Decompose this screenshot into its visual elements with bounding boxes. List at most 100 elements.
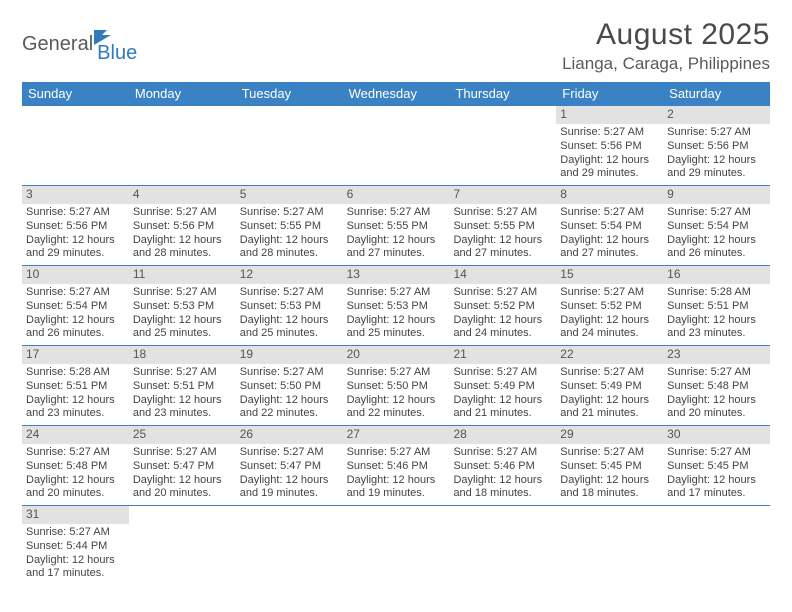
- sunrise-text: Sunrise: 5:27 AM: [667, 446, 766, 460]
- day-cell: 4Sunrise: 5:27 AMSunset: 5:56 PMDaylight…: [129, 186, 236, 265]
- daylight1-text: Daylight: 12 hours: [667, 314, 766, 328]
- day-number: 3: [22, 186, 129, 204]
- sunset-text: Sunset: 5:51 PM: [133, 380, 232, 394]
- sunrise-text: Sunrise: 5:27 AM: [453, 206, 552, 220]
- sunset-text: Sunset: 5:55 PM: [240, 220, 339, 234]
- sunrise-text: Sunrise: 5:27 AM: [347, 206, 446, 220]
- sunset-text: Sunset: 5:52 PM: [453, 300, 552, 314]
- day-cell-empty: [22, 106, 129, 185]
- logo: General Blue: [22, 18, 137, 65]
- sunset-text: Sunset: 5:56 PM: [133, 220, 232, 234]
- day-cell: 11Sunrise: 5:27 AMSunset: 5:53 PMDayligh…: [129, 266, 236, 345]
- week-row: 31Sunrise: 5:27 AMSunset: 5:44 PMDayligh…: [22, 506, 770, 585]
- day-number: 6: [343, 186, 450, 204]
- day-number: 5: [236, 186, 343, 204]
- day-content: Sunrise: 5:27 AMSunset: 5:53 PMDaylight:…: [343, 284, 450, 345]
- header: General Blue August 2025 Lianga, Caraga,…: [22, 18, 770, 74]
- day-content: Sunrise: 5:27 AMSunset: 5:50 PMDaylight:…: [343, 364, 450, 425]
- sunrise-text: Sunrise: 5:27 AM: [560, 286, 659, 300]
- daylight1-text: Daylight: 12 hours: [667, 234, 766, 248]
- sunset-text: Sunset: 5:55 PM: [453, 220, 552, 234]
- day-cell: 15 Sunrise: 5:27 AMSunset: 5:52 PMDayligh…: [556, 266, 663, 345]
- weekday-wednesday: Wednesday: [343, 82, 450, 106]
- daylight2-text: and 17 minutes.: [26, 567, 125, 581]
- day-number: 10: [22, 266, 129, 284]
- daylight1-text: Daylight: 12 hours: [560, 234, 659, 248]
- daylight2-text: and 26 minutes.: [667, 247, 766, 261]
- day-content: Sunrise: 5:27 AMSunset: 5:48 PMDaylight:…: [663, 364, 770, 425]
- sunrise-text: Sunrise: 5:27 AM: [347, 366, 446, 380]
- daylight2-text: and 20 minutes.: [667, 407, 766, 421]
- daylight1-text: Daylight: 12 hours: [347, 474, 446, 488]
- day-cell: 30Sunrise: 5:27 AMSunset: 5:45 PMDayligh…: [663, 426, 770, 505]
- daylight2-text: and 29 minutes.: [560, 167, 659, 181]
- sunset-text: Sunset: 5:51 PM: [667, 300, 766, 314]
- day-content: Sunrise: 5:27 AMSunset: 5:54 PMDaylight:…: [663, 204, 770, 265]
- sunset-text: Sunset: 5:53 PM: [133, 300, 232, 314]
- calendar-page: General Blue August 2025 Lianga, Caraga,…: [0, 0, 792, 585]
- day-number: 25: [129, 426, 236, 444]
- sunrise-text: Sunrise: 5:27 AM: [26, 206, 125, 220]
- weekday-header-row: SundayMondayTuesdayWednesdayThursdayFrid…: [22, 82, 770, 106]
- daylight1-text: Daylight: 12 hours: [667, 154, 766, 168]
- calendar-grid: SundayMondayTuesdayWednesdayThursdayFrid…: [22, 82, 770, 585]
- day-number: 12: [236, 266, 343, 284]
- weekday-tuesday: Tuesday: [236, 82, 343, 106]
- daylight2-text: and 26 minutes.: [26, 327, 125, 341]
- daylight2-text: and 23 minutes.: [26, 407, 125, 421]
- weeks-container: 1Sunrise: 5:27 AMSunset: 5:56 PMDaylight…: [22, 106, 770, 585]
- sunset-text: Sunset: 5:56 PM: [26, 220, 125, 234]
- day-number: 24: [22, 426, 129, 444]
- day-content: Sunrise: 5:27 AMSunset: 5:47 PMDaylight:…: [129, 444, 236, 505]
- day-content: Sunrise: 5:27 AMSunset: 5:49 PMDaylight:…: [449, 364, 556, 425]
- daylight2-text: and 28 minutes.: [240, 247, 339, 261]
- day-number: 11: [129, 266, 236, 284]
- day-number: 14: [449, 266, 556, 284]
- day-number: 15: [556, 266, 663, 284]
- day-content: Sunrise: 5:27 AMSunset: 5:54 PMDaylight:…: [556, 204, 663, 265]
- sunset-text: Sunset: 5:52 PM: [560, 300, 659, 314]
- sunrise-text: Sunrise: 5:27 AM: [453, 366, 552, 380]
- sunset-text: Sunset: 5:49 PM: [453, 380, 552, 394]
- daylight1-text: Daylight: 12 hours: [26, 474, 125, 488]
- sunrise-text: Sunrise: 5:27 AM: [667, 366, 766, 380]
- daylight1-text: Daylight: 12 hours: [560, 314, 659, 328]
- daylight1-text: Daylight: 12 hours: [133, 234, 232, 248]
- day-cell: 20Sunrise: 5:27 AMSunset: 5:50 PMDayligh…: [343, 346, 450, 425]
- day-cell: 27Sunrise: 5:27 AMSunset: 5:46 PMDayligh…: [343, 426, 450, 505]
- day-content: Sunrise: 5:27 AMSunset: 5:48 PMDaylight:…: [22, 444, 129, 505]
- day-content: Sunrise: 5:28 AMSunset: 5:51 PMDaylight:…: [663, 284, 770, 345]
- daylight2-text: and 21 minutes.: [453, 407, 552, 421]
- sunset-text: Sunset: 5:54 PM: [26, 300, 125, 314]
- logo-text-general: General: [22, 33, 93, 56]
- day-cell: 17Sunrise: 5:28 AMSunset: 5:51 PMDayligh…: [22, 346, 129, 425]
- day-cell-empty: [129, 506, 236, 585]
- sunset-text: Sunset: 5:48 PM: [667, 380, 766, 394]
- daylight2-text: and 28 minutes.: [133, 247, 232, 261]
- day-content: Sunrise: 5:27 AMSunset: 5:55 PMDaylight:…: [343, 204, 450, 265]
- day-cell-empty: [236, 106, 343, 185]
- day-content: Sunrise: 5:27 AMSunset: 5:53 PMDaylight:…: [129, 284, 236, 345]
- day-content: Sunrise: 5:27 AMSunset: 5:46 PMDaylight:…: [343, 444, 450, 505]
- day-number: 2: [663, 106, 770, 124]
- sunset-text: Sunset: 5:45 PM: [667, 460, 766, 474]
- day-number: 7: [449, 186, 556, 204]
- sunset-text: Sunset: 5:53 PM: [240, 300, 339, 314]
- sunset-text: Sunset: 5:45 PM: [560, 460, 659, 474]
- sunrise-text: Sunrise: 5:27 AM: [347, 286, 446, 300]
- day-content: Sunrise: 5:27 AMSunset: 5:51 PMDaylight:…: [129, 364, 236, 425]
- daylight2-text: and 18 minutes.: [453, 487, 552, 501]
- daylight1-text: Daylight: 12 hours: [26, 234, 125, 248]
- day-number: 18: [129, 346, 236, 364]
- day-content: Sunrise: 5:27 AMSunset: 5:46 PMDaylight:…: [449, 444, 556, 505]
- sunset-text: Sunset: 5:56 PM: [560, 140, 659, 154]
- sunset-text: Sunset: 5:49 PM: [560, 380, 659, 394]
- daylight2-text: and 20 minutes.: [26, 487, 125, 501]
- sunrise-text: Sunrise: 5:27 AM: [347, 446, 446, 460]
- day-number: 29: [556, 426, 663, 444]
- day-number: 9: [663, 186, 770, 204]
- day-cell: 25Sunrise: 5:27 AMSunset: 5:47 PMDayligh…: [129, 426, 236, 505]
- sunrise-text: Sunrise: 5:28 AM: [667, 286, 766, 300]
- sunrise-text: Sunrise: 5:27 AM: [26, 286, 125, 300]
- daylight1-text: Daylight: 12 hours: [240, 474, 339, 488]
